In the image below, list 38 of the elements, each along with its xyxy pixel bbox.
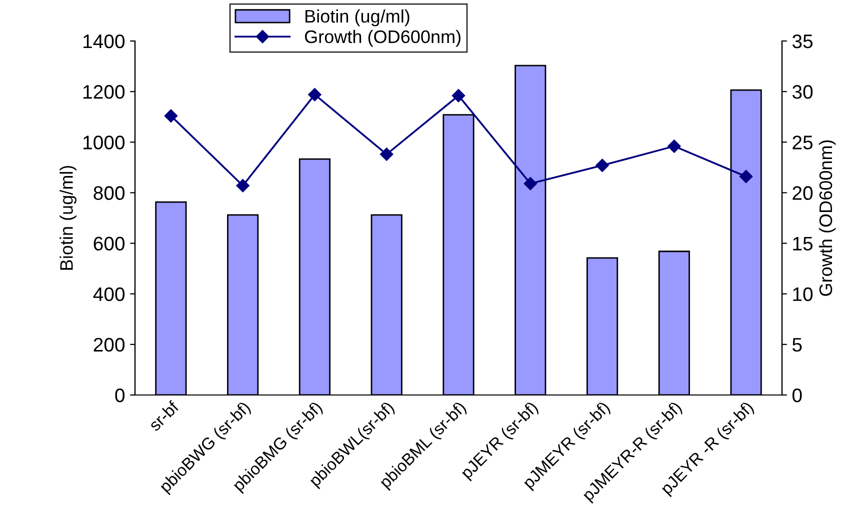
point (739, 170, 753, 184)
y-axis-title: Biotin (ug/ml) (60, 166, 76, 270)
y-tick-label: 400 (93, 287, 125, 302)
point (596, 158, 609, 172)
legend-label: Biotin (ug/ml) (306, 9, 410, 26)
bar (155, 201, 187, 395)
y-tick-label: 600 (94, 236, 125, 251)
y-tick-label: 200 (94, 338, 125, 352)
bar (514, 64, 546, 395)
y2-tick-label: 25 (792, 136, 813, 150)
y2-tick-label: 0 (792, 388, 802, 402)
bar (586, 257, 618, 395)
bar (658, 250, 690, 395)
y-tick-label: 0 (115, 388, 125, 402)
point (308, 88, 322, 102)
bar (298, 158, 331, 395)
point (524, 177, 537, 190)
y-tick-label: 1200 (84, 85, 125, 99)
bar (442, 114, 474, 395)
y2-tick-label: 30 (792, 85, 813, 99)
y-tick-label: 1000 (84, 136, 125, 150)
legend-label: Growth (OD600nm) (304, 30, 460, 47)
y-tick-label: 800 (94, 186, 125, 200)
bar (730, 89, 762, 395)
point (380, 148, 394, 161)
point (452, 89, 466, 102)
point (164, 109, 178, 122)
y2-tick-label: 35 (792, 34, 813, 48)
point (236, 179, 250, 192)
y2-tick-label: 20 (792, 186, 813, 200)
bar (370, 214, 402, 395)
y2-tick-label: 15 (793, 236, 813, 251)
point (668, 140, 681, 153)
y2-tick-label: 5 (792, 338, 802, 352)
y2-axis-title: Growth (OD600nm) (818, 140, 836, 296)
bar (227, 214, 259, 395)
y-tick-label: 1400 (84, 34, 125, 48)
y2-tick-label: 10 (793, 287, 813, 302)
